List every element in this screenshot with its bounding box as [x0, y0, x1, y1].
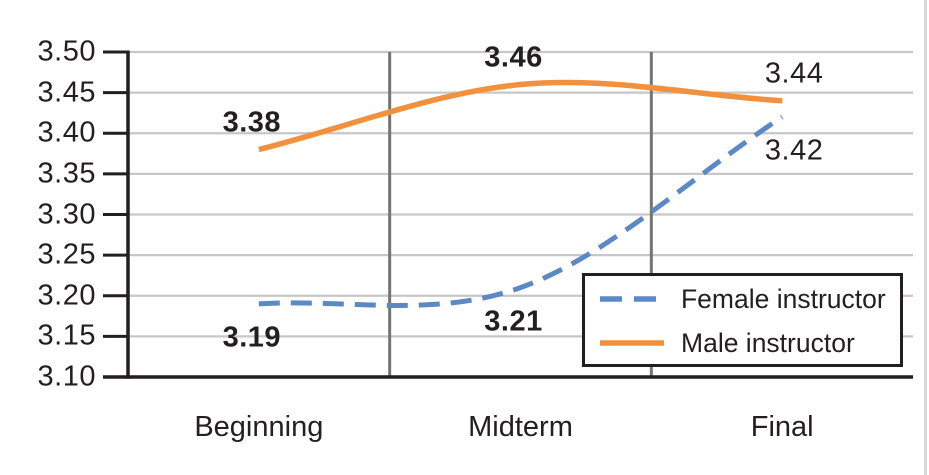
- legend-box: Female instructor Male instructor: [582, 273, 903, 367]
- legend-label-female: Female instructor: [681, 284, 886, 314]
- page-edge-line: [924, 0, 927, 475]
- data-point-label: 3.44: [764, 57, 824, 90]
- x-axis-category-label: Midterm: [468, 411, 573, 443]
- legend-label-male: Male instructor: [681, 327, 855, 358]
- y-axis-tick-label: 3.25: [37, 238, 96, 271]
- legend-item-male-instructor: Male instructor: [599, 327, 894, 358]
- data-point-label: 3.21: [484, 305, 543, 338]
- data-point-label: 3.46: [484, 41, 543, 73]
- y-axis-tick-label: 3.20: [37, 279, 96, 312]
- data-point-label: 3.38: [222, 106, 282, 138]
- y-axis-tick-label: 3.45: [37, 76, 96, 109]
- series-line-female: [258, 114, 784, 308]
- x-axis-category-label: Beginning: [194, 411, 324, 443]
- y-axis-tick-label: 3.50: [37, 35, 96, 68]
- legend-item-female-instructor: Female instructor: [599, 286, 894, 313]
- x-axis-category-label: Final: [750, 411, 814, 443]
- y-axis-tick-label: 3.35: [37, 157, 96, 190]
- data-point-label: 3.19: [222, 321, 282, 354]
- y-axis-tick-label: 3.30: [37, 198, 96, 230]
- y-axis-tick-label: 3.40: [37, 116, 96, 149]
- dashed-line-sample-icon: [600, 296, 664, 302]
- solid-line-sample-icon: [600, 340, 664, 346]
- series-line-male: [258, 79, 783, 153]
- y-axis-tick-label: 3.15: [37, 319, 96, 352]
- data-point-label: 3.42: [764, 134, 824, 167]
- y-axis-tick-label: 3.10: [37, 360, 96, 393]
